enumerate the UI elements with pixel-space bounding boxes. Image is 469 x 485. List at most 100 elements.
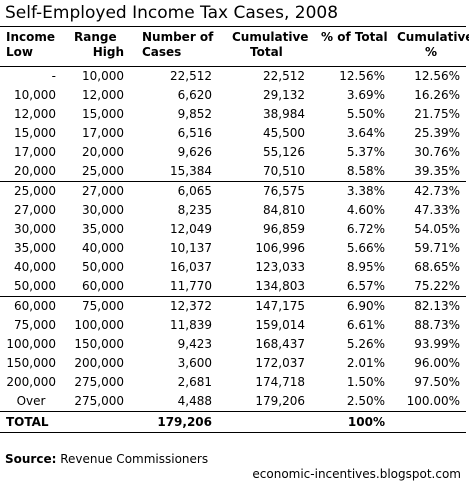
total-percent: 100% (311, 411, 391, 433)
table-row: - 10,000 22,512 22,512 12.56% 12.56% (0, 67, 466, 87)
cell-cumulative-total: 179,206 (255, 394, 305, 408)
cell-range-high: 275,000 (74, 394, 124, 408)
cell-cumulative-total: 172,037 (255, 356, 305, 370)
cell-cumulative-percent: 21.75% (414, 107, 460, 121)
table-row: 200,000 275,000 2,681 174,718 1.50% 97.50% (0, 373, 466, 392)
cell-income-low: 15,000 (14, 126, 56, 140)
cell-income-low: 35,000 (14, 241, 56, 255)
cell-percent-of-total: 8.58% (346, 164, 385, 178)
cell-number-of-cases: 15,384 (170, 164, 212, 178)
cell-range-high: 50,000 (82, 260, 124, 274)
cell-income-low: 30,000 (14, 222, 56, 236)
cell-range-high: 25,000 (82, 164, 124, 178)
cell-cumulative-total: 70,510 (263, 164, 305, 178)
source-note: Source: Revenue Commissioners (5, 451, 208, 467)
cell-cumulative-percent: 97.50% (414, 375, 460, 389)
cell-cumulative-percent: 42.73% (391, 181, 466, 201)
cell-range-high: 35,000 (82, 222, 124, 236)
cell-income-low: 200,000 (6, 375, 56, 389)
table-row: 20,000 25,000 15,384 70,510 8.58% 39.35% (0, 162, 466, 182)
cell-cumulative-total: 29,132 (263, 88, 305, 102)
cell-percent-of-total: 3.38% (311, 181, 391, 201)
cell-cumulative-total: 159,014 (255, 318, 305, 332)
cell-cumulative-percent: 54.05% (414, 222, 460, 236)
blog-credit: economic-incentives.blogspot.com (252, 467, 461, 481)
cell-cumulative-percent: 59.71% (414, 241, 460, 255)
cell-cumulative-total: 174,718 (255, 375, 305, 389)
cell-percent-of-total: 6.72% (346, 222, 385, 236)
cell-range-high: 60,000 (82, 279, 124, 293)
table-row: 17,000 20,000 9,626 55,126 5.37% 30.76% (0, 143, 466, 162)
header-number-of-cases: Number of Cases (130, 26, 218, 67)
cell-number-of-cases: 16,037 (170, 260, 212, 274)
cell-range-high: 10,000 (82, 69, 124, 83)
cell-cumulative-total: 123,033 (255, 260, 305, 274)
cell-cumulative-percent: 16.26% (414, 88, 460, 102)
cell-percent-of-total: 3.64% (346, 126, 385, 140)
table-row: 75,000 100,000 11,839 159,014 6.61% 88.73% (0, 316, 466, 335)
cell-number-of-cases: 12,372 (130, 296, 218, 316)
cell-number-of-cases: 6,065 (130, 181, 218, 201)
header-income-low: Income Low (0, 26, 62, 67)
cell-income-low: 27,000 (14, 203, 56, 217)
cell-percent-of-total: 4.60% (346, 203, 385, 217)
table-body: - 10,000 22,512 22,512 12.56% 12.56% 10,000 12,… (0, 67, 466, 412)
cell-income-low: 50,000 (14, 279, 56, 293)
source-text: Revenue Commissioners (60, 452, 209, 466)
cell-percent-of-total: 6.57% (346, 279, 385, 293)
cell-cumulative-percent: 96.00% (414, 356, 460, 370)
cell-number-of-cases: 11,839 (170, 318, 212, 332)
cell-cumulative-total: 96,859 (263, 222, 305, 236)
cell-income-low: 150,000 (6, 356, 56, 370)
cell-income-low: 25,000 (0, 181, 62, 201)
table-row: 15,000 17,000 6,516 45,500 3.64% 25.39% (0, 124, 466, 143)
cell-range-high: 20,000 (82, 145, 124, 159)
cell-cumulative-total: 55,126 (263, 145, 305, 159)
cell-cumulative-percent: 25.39% (414, 126, 460, 140)
table-row: 40,000 50,000 16,037 123,033 8.95% 68.65% (0, 258, 466, 277)
cell-number-of-cases: 8,235 (177, 203, 212, 217)
cell-range-high: 100,000 (74, 318, 124, 332)
cell-percent-of-total: 1.50% (346, 375, 385, 389)
cell-number-of-cases: 6,516 (177, 126, 212, 140)
table-row: 10,000 12,000 6,620 29,132 3.69% 16.26% (0, 86, 466, 105)
cell-cumulative-percent: 100.00% (406, 394, 460, 408)
cell-cumulative-total: 38,984 (263, 107, 305, 121)
total-row: TOTAL 179,206 100% (0, 411, 466, 433)
cell-income-low: 60,000 (0, 296, 62, 316)
cell-number-of-cases: 6,620 (177, 88, 212, 102)
cell-percent-of-total: 3.69% (346, 88, 385, 102)
income-tax-table: Income Low Range High Number of Cases Cumul… (0, 26, 469, 433)
cell-number-of-cases: 9,626 (177, 145, 212, 159)
cell-number-of-cases: 4,488 (177, 394, 212, 408)
cell-number-of-cases: 3,600 (177, 356, 212, 370)
cell-cumulative-total: 168,437 (255, 337, 305, 351)
cell-percent-of-total: 6.61% (346, 318, 385, 332)
cell-income-low: 17,000 (14, 145, 56, 159)
table-row: 100,000 150,000 9,423 168,437 5.26% 93.99% (0, 335, 466, 354)
cell-number-of-cases: 9,423 (177, 337, 212, 351)
cell-cumulative-total: 22,512 (263, 69, 305, 83)
cell-range-high: 30,000 (82, 203, 124, 217)
total-label: TOTAL (0, 411, 62, 433)
cell-income-low: Over (16, 394, 46, 408)
header-percent-of-total: % of Total (311, 26, 391, 67)
source-label: Source: (5, 452, 57, 466)
cell-percent-of-total: 5.50% (346, 107, 385, 121)
cell-income-low: 20,000 (14, 164, 56, 178)
cell-number-of-cases: 11,770 (170, 279, 212, 293)
cell-range-high: 17,000 (82, 126, 124, 140)
cell-cumulative-total: 147,175 (218, 296, 311, 316)
cell-income-low: 100,000 (6, 337, 56, 351)
cell-number-of-cases: 12,049 (170, 222, 212, 236)
cell-number-of-cases: 10,137 (170, 241, 212, 255)
cell-percent-of-total: 5.66% (346, 241, 385, 255)
table-row: 25,000 27,000 6,065 76,575 3.38% 42.73% (0, 181, 466, 201)
cell-range-high: 150,000 (74, 337, 124, 351)
cell-cumulative-percent: 88.73% (414, 318, 460, 332)
cell-cumulative-total: 45,500 (263, 126, 305, 140)
cell-cumulative-percent: 30.76% (414, 145, 460, 159)
table-title: Self-Employed Income Tax Cases, 2008 (5, 3, 339, 23)
cell-cumulative-total: 84,810 (263, 203, 305, 217)
header-cumulative-percent: Cumulative% (391, 26, 469, 67)
